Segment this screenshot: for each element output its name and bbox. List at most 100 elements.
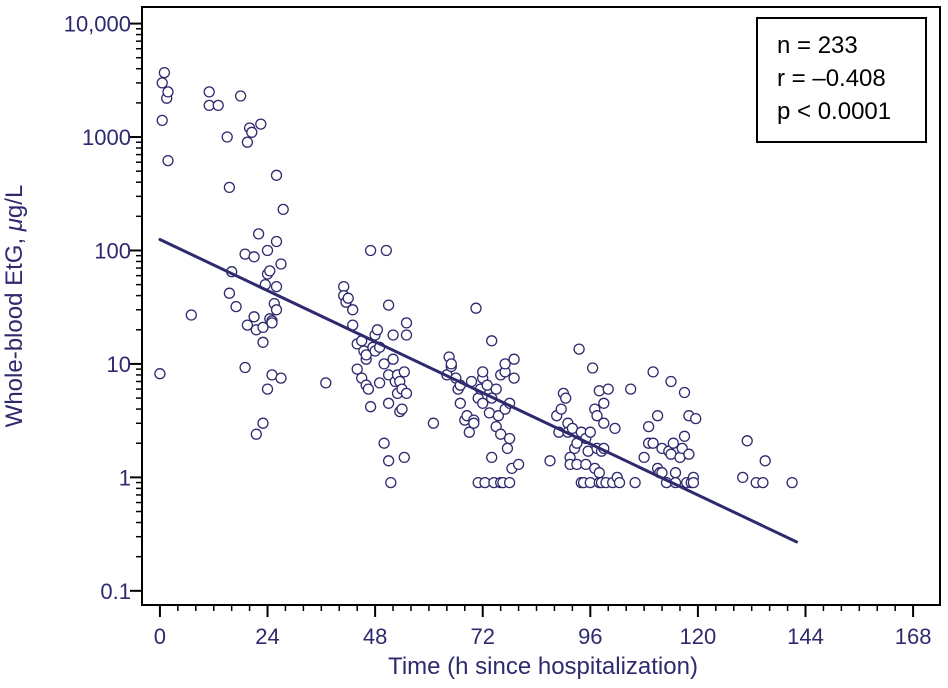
data-point bbox=[387, 329, 399, 341]
data-point bbox=[759, 455, 771, 467]
data-point bbox=[468, 417, 480, 429]
data-point bbox=[400, 329, 413, 341]
y-tick-label: 1000 bbox=[82, 125, 131, 150]
x-axis-title: Time (h since hospitalization) bbox=[388, 653, 698, 680]
y-axis-title-prefix: Whole-blood EtG, bbox=[1, 231, 28, 427]
x-tick-label: 96 bbox=[578, 624, 602, 649]
data-point bbox=[382, 299, 395, 311]
y-axis-title-mu: μ bbox=[1, 218, 28, 232]
data-point bbox=[261, 383, 274, 395]
data-point bbox=[223, 287, 236, 299]
data-point bbox=[593, 467, 605, 479]
data-point bbox=[275, 258, 287, 270]
data-point bbox=[158, 66, 171, 79]
data-point bbox=[667, 437, 679, 449]
data-points-layer bbox=[154, 66, 798, 489]
data-point bbox=[486, 335, 498, 347]
data-point bbox=[364, 244, 377, 257]
data-point bbox=[678, 386, 691, 399]
data-point bbox=[503, 432, 516, 445]
x-tick-label: 72 bbox=[470, 624, 494, 649]
data-point bbox=[351, 363, 363, 375]
data-point bbox=[257, 417, 269, 429]
data-point bbox=[470, 302, 482, 314]
data-point bbox=[454, 397, 466, 409]
data-point bbox=[757, 476, 769, 489]
data-point bbox=[396, 403, 408, 415]
data-point bbox=[264, 265, 276, 277]
data-point bbox=[162, 154, 174, 167]
data-point bbox=[477, 397, 489, 409]
data-point bbox=[266, 317, 278, 329]
data-point bbox=[270, 280, 283, 293]
data-point bbox=[580, 458, 592, 471]
data-point bbox=[162, 86, 174, 98]
data-point bbox=[741, 435, 753, 447]
data-point bbox=[380, 244, 392, 257]
data-point bbox=[382, 455, 395, 467]
data-point bbox=[156, 77, 168, 89]
data-point bbox=[364, 401, 377, 413]
y-tick-label: 1 bbox=[119, 465, 131, 490]
data-point bbox=[362, 383, 375, 395]
data-point bbox=[248, 311, 260, 323]
data-point bbox=[586, 362, 599, 374]
data-point bbox=[584, 426, 596, 438]
data-point bbox=[203, 86, 215, 98]
data-point bbox=[257, 321, 269, 334]
data-point bbox=[398, 451, 410, 464]
data-point bbox=[257, 336, 269, 348]
data-point bbox=[270, 304, 283, 316]
data-point bbox=[495, 428, 507, 440]
data-point bbox=[400, 317, 413, 329]
data-point bbox=[591, 410, 603, 422]
data-point bbox=[737, 471, 749, 484]
x-tick-label: 0 bbox=[154, 624, 166, 649]
data-point bbox=[387, 353, 399, 365]
data-point bbox=[252, 228, 265, 240]
data-point bbox=[490, 383, 502, 395]
data-point bbox=[492, 410, 505, 422]
data-point bbox=[398, 366, 410, 378]
x-tick-label: 144 bbox=[787, 624, 824, 649]
data-point bbox=[613, 476, 626, 489]
y-axis-title-suffix: g/L bbox=[1, 185, 28, 218]
data-point bbox=[234, 90, 247, 102]
data-point bbox=[609, 422, 621, 435]
data-point bbox=[154, 368, 166, 380]
data-point bbox=[347, 304, 359, 316]
data-point bbox=[270, 235, 283, 248]
data-point bbox=[499, 358, 511, 370]
data-point bbox=[385, 476, 397, 489]
data-point bbox=[555, 403, 567, 415]
data-point bbox=[382, 397, 395, 409]
stats-box-frame bbox=[756, 17, 927, 143]
data-point bbox=[598, 417, 610, 429]
data-point bbox=[669, 467, 682, 479]
data-point bbox=[427, 417, 440, 429]
y-tick-label: 100 bbox=[94, 238, 131, 263]
stats-box: n = 233 r = –0.408 p < 0.0001 bbox=[756, 17, 927, 143]
data-point bbox=[647, 437, 659, 449]
data-point bbox=[593, 385, 605, 397]
data-point bbox=[678, 430, 691, 442]
x-tick-label: 120 bbox=[680, 624, 717, 649]
axis-ticks-layer: 0 24 48 72 96 120 144 168 0.1 1 10 100 1000 10,000 bbox=[64, 12, 932, 649]
data-point bbox=[602, 383, 614, 395]
data-point bbox=[486, 451, 498, 464]
data-point bbox=[629, 476, 641, 489]
data-point bbox=[501, 442, 514, 455]
y-tick-label: 0.1 bbox=[100, 579, 131, 604]
y-axis-title: Whole-blood EtG, μg/L bbox=[1, 185, 28, 428]
data-point bbox=[512, 458, 525, 471]
data-point bbox=[508, 353, 520, 365]
data-point bbox=[212, 99, 224, 112]
data-point bbox=[241, 136, 254, 148]
data-point bbox=[373, 377, 386, 389]
data-point bbox=[683, 448, 695, 460]
data-point bbox=[687, 476, 700, 489]
data-point bbox=[342, 292, 354, 304]
data-point bbox=[647, 366, 659, 378]
data-point bbox=[508, 372, 520, 384]
